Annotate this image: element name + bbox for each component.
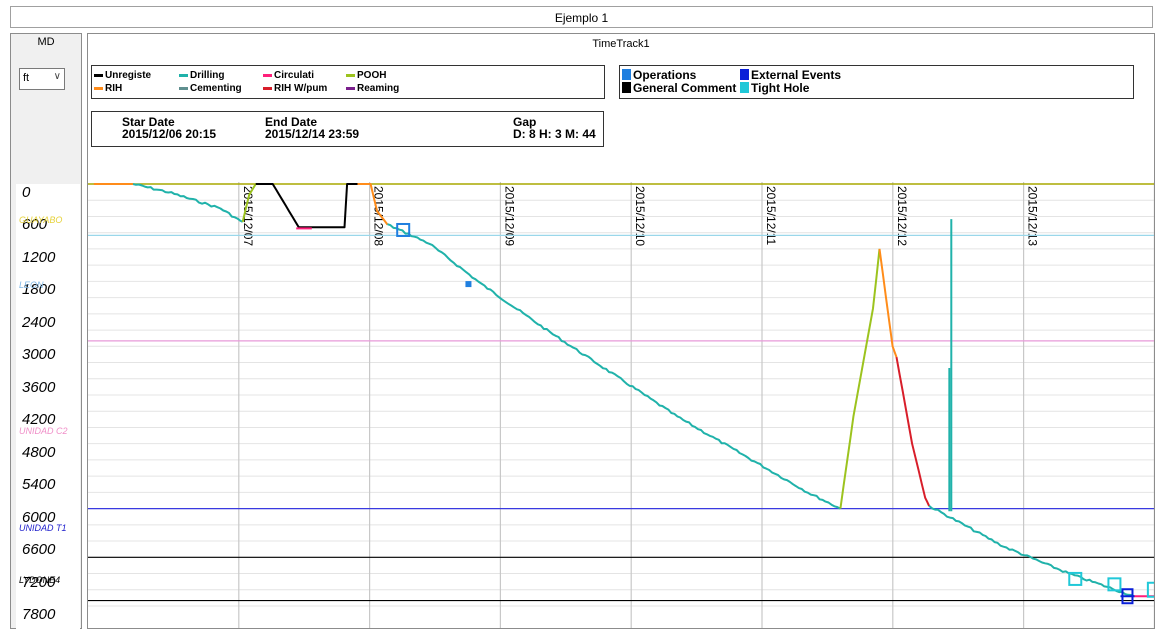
x-tick-label: 2015/12/12 — [895, 186, 909, 246]
series-line-pooh — [839, 248, 881, 509]
series-line-drilling — [132, 183, 244, 223]
series-line-rih-w-pum — [895, 356, 931, 507]
event-swatch — [740, 82, 749, 93]
md-tick-label: 600 — [22, 216, 48, 234]
start-date-value: 2015/12/06 20:15 — [122, 127, 217, 141]
end-date-value: 2015/12/14 23:59 — [265, 127, 360, 141]
series-line-drilling — [928, 505, 1135, 598]
event-swatch — [622, 69, 631, 80]
md-panel: MD ft ∨ 0 600 1200 1800 2400 3000 3600 4200 4800… — [10, 33, 82, 630]
gap-label: Gap — [513, 115, 537, 129]
legend-item-cementing: Cementing — [179, 83, 242, 94]
md-tick-label: 2400 — [22, 313, 56, 331]
legend-item-reaming: Reaming — [346, 83, 399, 94]
end-date-label: End Date — [265, 115, 318, 129]
legend-item-drilling: Drilling — [179, 70, 224, 81]
md-header: MD — [37, 36, 55, 48]
legend-swatch — [346, 86, 355, 90]
event-item-tight-hole: Tight Hole — [740, 82, 809, 95]
formation-label: UNIDAD T1 — [19, 523, 67, 534]
x-tick-label: 2015/12/09 — [502, 186, 516, 246]
legend-item-circulati: Circulati — [263, 70, 314, 81]
md-tick-label: 1800 — [22, 281, 56, 299]
legend-item-rih: RIH — [94, 83, 122, 94]
window-title: Ejemplo 1 — [10, 6, 1153, 28]
event-item-operations: Operations — [622, 69, 696, 82]
date-range-box: Star Date 2015/12/06 20:15 End Date 2015… — [91, 111, 604, 147]
activity-legend: Unregiste RIH Drilling Cementing Circula… — [91, 65, 605, 99]
events-legend: Operations External Events General Comme… — [619, 65, 1134, 99]
formation-label: UNIDAD C2 — [19, 426, 68, 437]
md-tick-label: 6000 — [22, 508, 56, 526]
event-marker — [396, 222, 411, 237]
x-tick-label: 2015/12/07 — [241, 186, 255, 246]
x-tick-label: 2015/12/11 — [764, 186, 778, 245]
time-track-panel: TimeTrack1 Unregiste RIH Drilling Cement… — [87, 33, 1155, 629]
gap-value: D: 8 H: 3 M: 44 — [513, 127, 596, 141]
series-line-drilling — [387, 223, 841, 510]
md-tick-label: 3600 — [22, 378, 56, 396]
legend-swatch — [179, 86, 188, 90]
md-tick-label: 0 — [22, 184, 31, 201]
formation-label: LYDONE4 — [19, 574, 61, 585]
event-marker — [465, 281, 472, 288]
legend-swatch — [94, 73, 103, 77]
unit-value: ft — [23, 72, 30, 84]
event-item-general-comment: General Comment — [622, 82, 736, 95]
md-tick-label: 4800 — [22, 443, 56, 461]
event-marker — [1107, 577, 1122, 592]
x-tick-label: 2015/12/13 — [1026, 186, 1040, 246]
md-tick-label: 6600 — [22, 541, 56, 559]
legend-item-rih-w-pum: RIH W/pum — [263, 83, 327, 94]
chevron-down-icon: ∨ — [53, 71, 61, 82]
event-item-external: External Events — [740, 69, 841, 82]
series-line-rih — [878, 248, 898, 358]
event-marker — [1146, 581, 1154, 598]
legend-item-pooh: POOH — [346, 70, 386, 81]
legend-swatch — [179, 73, 188, 77]
md-tick-label: 4200 — [22, 411, 56, 429]
start-date-label: Star Date — [122, 115, 175, 129]
md-tick-label: 1200 — [22, 248, 56, 266]
md-tick-label: 7200 — [22, 573, 56, 591]
legend-swatch — [263, 86, 272, 90]
series-line-rih — [357, 183, 389, 226]
formation-label: GUAYABO — [19, 215, 63, 226]
legend-swatch — [94, 86, 103, 90]
legend-swatch — [263, 73, 272, 77]
series-line-pooh — [241, 183, 257, 223]
series-line-unregiste — [255, 183, 358, 229]
md-axis: 0 600 1200 1800 2400 3000 3600 4200 4800 5400 6000… — [16, 184, 80, 630]
event-marker — [1068, 571, 1083, 586]
md-tick-label: 3000 — [22, 346, 56, 364]
time-depth-chart[interactable]: 2015/12/07 2015/12/08 2015/12/09 2015/12/10… — [88, 182, 1154, 628]
legend-swatch — [346, 73, 355, 77]
unit-dropdown[interactable]: ft ∨ — [19, 68, 65, 90]
md-tick-label: 7800 — [22, 605, 56, 623]
event-swatch — [740, 69, 749, 80]
md-tick-label: 5400 — [22, 476, 56, 494]
legend-item-unregiste: Unregiste — [94, 70, 151, 81]
formation-label: LEON — [19, 279, 44, 290]
event-swatch — [622, 82, 631, 93]
x-tick-label: 2015/12/10 — [633, 186, 647, 246]
track-title: TimeTrack1 — [592, 38, 650, 50]
